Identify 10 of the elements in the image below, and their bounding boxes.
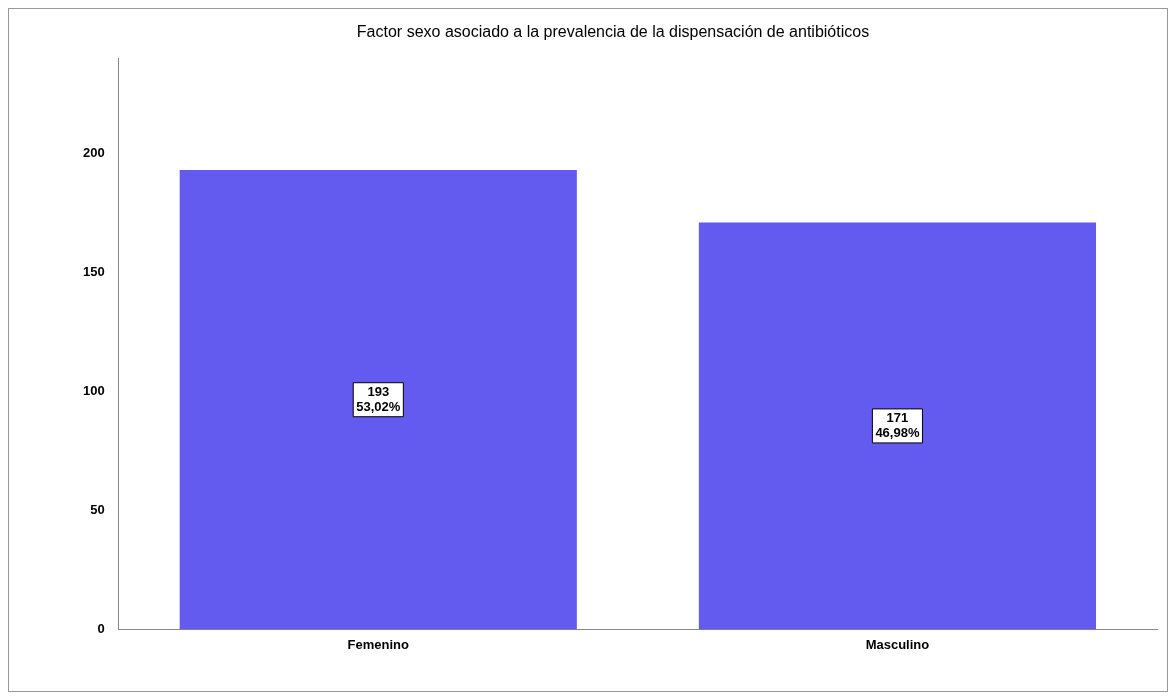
chart-title: Factor sexo asociado a la prevalencia de la dispensación de antibióticos [356, 23, 870, 41]
data-label: 193 53,02% [356, 383, 401, 414]
y-tick-label: 150 [82, 263, 105, 279]
y-tick-label: 200 [82, 144, 105, 160]
y-tick-label: 100 [82, 382, 105, 398]
x-tick-label: Masculino [865, 636, 930, 652]
y-tick-label: 0 [97, 620, 105, 636]
x-tick-label: Femenino [347, 636, 410, 652]
data-label: 171 46,98% [875, 409, 920, 440]
y-tick-label: 50 [90, 501, 105, 517]
